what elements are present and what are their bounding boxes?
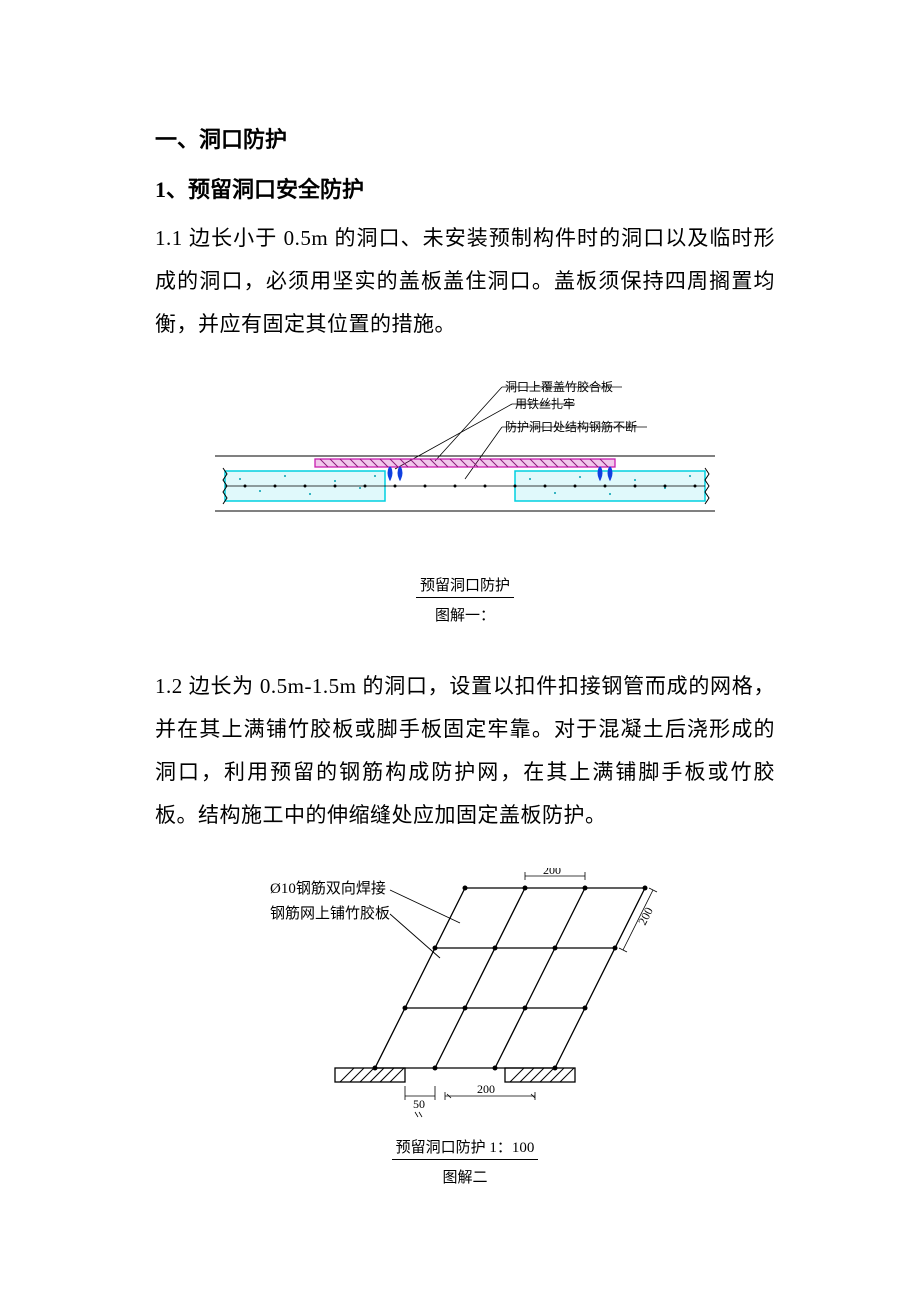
paragraph-1-2: 1.2 边长为 0.5m-1.5m 的洞口，设置以扣件扣接钢管而成的网格，并在其… bbox=[155, 665, 775, 837]
fig2-dim-200b: 200 bbox=[635, 904, 656, 926]
heading-subsection: 1、预留洞口安全防护 bbox=[155, 170, 775, 210]
figure-1-title: 预留洞口防护 bbox=[416, 574, 514, 598]
support-left bbox=[335, 1068, 405, 1082]
figure-2-caption: 图解二 bbox=[155, 1166, 775, 1187]
cover-board bbox=[315, 459, 615, 467]
diagram-plan-view: Ø10钢筋双向焊接 钢筋网上铺竹胶板 bbox=[215, 868, 715, 1128]
figure-2-title: 预留洞口防护 1：100 bbox=[392, 1136, 539, 1160]
fig2-dim-200a: 200 bbox=[543, 868, 561, 877]
slab bbox=[223, 468, 709, 504]
fig1-label-1: 洞口上覆盖竹胶合板 bbox=[505, 379, 613, 394]
fig1-label-2: 用铁丝扎牢 bbox=[515, 396, 575, 411]
figure-1: 洞口上覆盖竹胶合板 用铁丝扎牢 防护洞口处结构钢筋不断 bbox=[155, 376, 775, 625]
fig1-label-3: 防护洞口处结构钢筋不断 bbox=[505, 419, 637, 434]
document-page: 一、洞口防护 1、预留洞口安全防护 1.1 边长小于 0.5m 的洞口、未安装预… bbox=[0, 0, 920, 1287]
paragraph-1-1: 1.1 边长小于 0.5m 的洞口、未安装预制构件时的洞口以及临时形成的洞口，必… bbox=[155, 217, 775, 346]
figure-1-caption: 图解一： bbox=[155, 604, 775, 625]
figure-2: Ø10钢筋双向焊接 钢筋网上铺竹胶板 bbox=[155, 868, 775, 1187]
support-right bbox=[505, 1068, 575, 1082]
fig2-dim-200c: 200 bbox=[477, 1082, 495, 1096]
rebar-grid bbox=[375, 888, 645, 1068]
diagram-section-view: 洞口上覆盖竹胶合板 用铁丝扎牢 防护洞口处结构钢筋不断 bbox=[215, 376, 715, 566]
fig2-dim-50: 50 bbox=[413, 1097, 425, 1111]
fig2-label-1: Ø10钢筋双向焊接 bbox=[270, 880, 386, 897]
fig2-label-2: 钢筋网上铺竹胶板 bbox=[270, 904, 390, 922]
heading-section: 一、洞口防护 bbox=[155, 120, 775, 160]
